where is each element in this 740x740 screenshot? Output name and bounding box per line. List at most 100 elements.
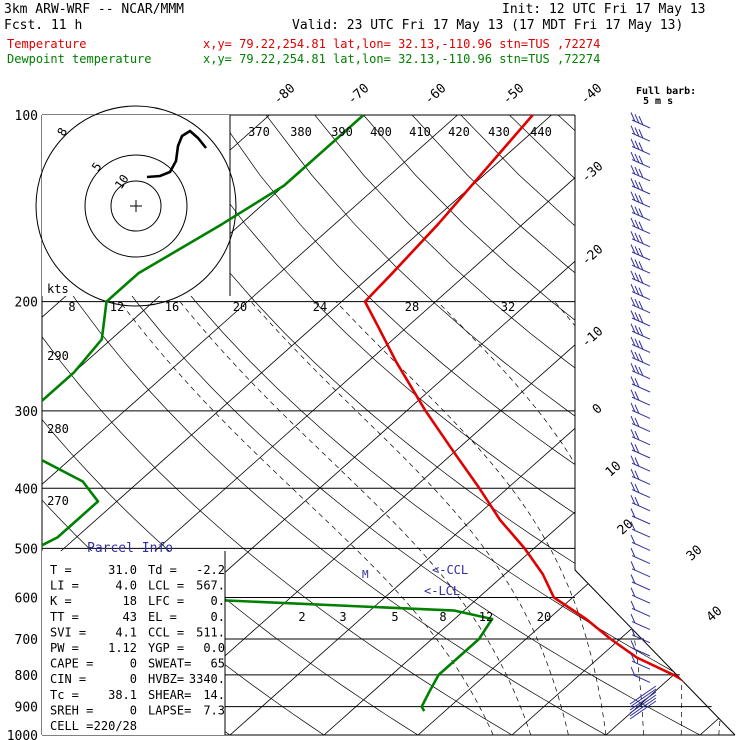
wind-barb-flag [638,195,644,205]
wind-barb [630,323,651,340]
pressure-tick-label: 300 [15,405,38,420]
wind-barb [630,257,651,274]
parcel-info-value: 0.0 [203,641,225,655]
theta-e-label: 280 [47,422,69,436]
wind-barb [630,231,651,248]
isotherm-line [42,115,364,735]
ccl-marker: <-CCL [432,563,468,577]
wind-barb [630,468,651,485]
wind-barb-flag [630,402,636,413]
isotherm-label: -30 [579,159,606,186]
parcel-info-key: SREH = [50,703,93,717]
wind-barb-flag [630,561,636,571]
theta-e-label: 290 [47,349,69,363]
parcel-info-value: 4.1 [115,625,137,639]
model-title: 3km ARW-WRF -- NCAR/MMM [4,2,185,17]
dry-adiabat-line [411,115,735,735]
wind-barb-flag [634,232,640,243]
mixing-ratio-label: 12 [110,300,124,314]
wind-barb-flag [630,468,636,479]
parcel-info-key: Td = [148,563,177,577]
wind-barb-flag [630,138,636,149]
wind-barb-flag [630,442,636,452]
wind-barb-flag [630,336,636,347]
wind-barb [630,283,651,301]
wind-barb-flag [630,270,636,281]
wind-barb-flag [634,153,640,164]
wind-barb [630,138,651,155]
wind-barb-flag [638,129,644,139]
wind-barb-flag [630,244,636,254]
pressure-tick-label: 400 [15,482,38,497]
wind-barb-flag [630,257,636,267]
isotherm-label: -10 [579,324,606,351]
wind-barb-flag [634,391,640,401]
wind-barb [630,297,651,314]
wind-barb-flag [634,246,640,256]
wind-barb-flag [630,125,636,135]
wind-barb-flag [638,366,644,377]
dry-adiabat-line [460,115,735,735]
parcel-info-value: 65 [211,657,225,671]
parcel-info-key: LAPSE= [148,703,191,717]
wind-barb [630,178,651,195]
wind-barb-flag [634,166,640,177]
wind-barb-flag [634,127,640,137]
isotherm-label: -70 [345,81,372,108]
wind-barb-flag [630,495,636,505]
wind-barb-flag [630,666,636,677]
theta-label: 390 [331,125,353,139]
parcel-info-value: 511. [196,625,225,639]
wind-barb-flag [634,312,640,322]
wind-barb-flag [630,191,636,201]
wind-barb-flag [630,534,636,545]
parcel-info-key: K = [50,594,72,608]
wind-barb-flag [638,340,644,350]
dry-adiabat-line [168,115,735,735]
hodograph-ring [84,154,188,258]
wind-barb-flag [630,310,636,320]
dry-adiabat-line [655,115,735,735]
mixing-ratio-label: 2 [298,610,305,624]
mixing-ratio-label: 3 [339,610,346,624]
dry-adiabat-line [314,115,735,735]
theta-label: 380 [290,125,312,139]
wind-barb-flag [634,114,640,124]
wind-barb [630,574,651,591]
wind-barb-flag [634,470,640,480]
moist-adiabat-line [437,301,644,735]
wind-barb-flag [634,219,640,230]
dewpoint-legend-info: x,y= 79.22,254.81 lat,lon= 32.13,-110.96… [203,52,601,66]
parcel-info-value: 0 [130,657,137,671]
mixing-ratio-label: 5 [391,610,398,624]
isotherm-label: 30 [684,543,706,565]
pressure-tick-label: 600 [15,591,38,606]
wind-barb [630,547,651,565]
mixing-ratio-label: 16 [165,300,179,314]
wind-barb-flag [630,627,636,637]
theta-label: 430 [488,125,510,139]
parcel-info-value: 0 [130,672,137,686]
wind-barb [630,112,651,129]
parcel-info-key: TT = [50,610,79,624]
dewpoint-legend-label: Dewpoint temperature [7,52,152,66]
valid-time: Valid: 23 UTC Fri 17 May 13 (17 MDT Fri … [292,18,684,33]
wind-barb-flag [634,364,640,375]
parcel-info-value: 4.0 [115,579,137,593]
wind-barb-flag [630,376,636,386]
isotherm-line [511,115,735,735]
isotherm-label: 0 [590,401,606,417]
wind-barb-flag [638,115,644,126]
wind-barb-flag [630,283,636,294]
wind-barb-flag [630,217,636,228]
hodograph-units-label: kts [47,282,69,296]
pressure-tick-label: 800 [15,669,38,684]
temperature-line [363,115,735,713]
wind-barb-flag [630,600,636,611]
wind-barb-low [629,688,657,708]
parcel-info-key: CELL = [50,719,93,733]
theta-label: 370 [248,125,270,139]
barb-header-label: Full barb: [636,86,696,97]
parcel-info-key: YGP = [148,641,184,655]
